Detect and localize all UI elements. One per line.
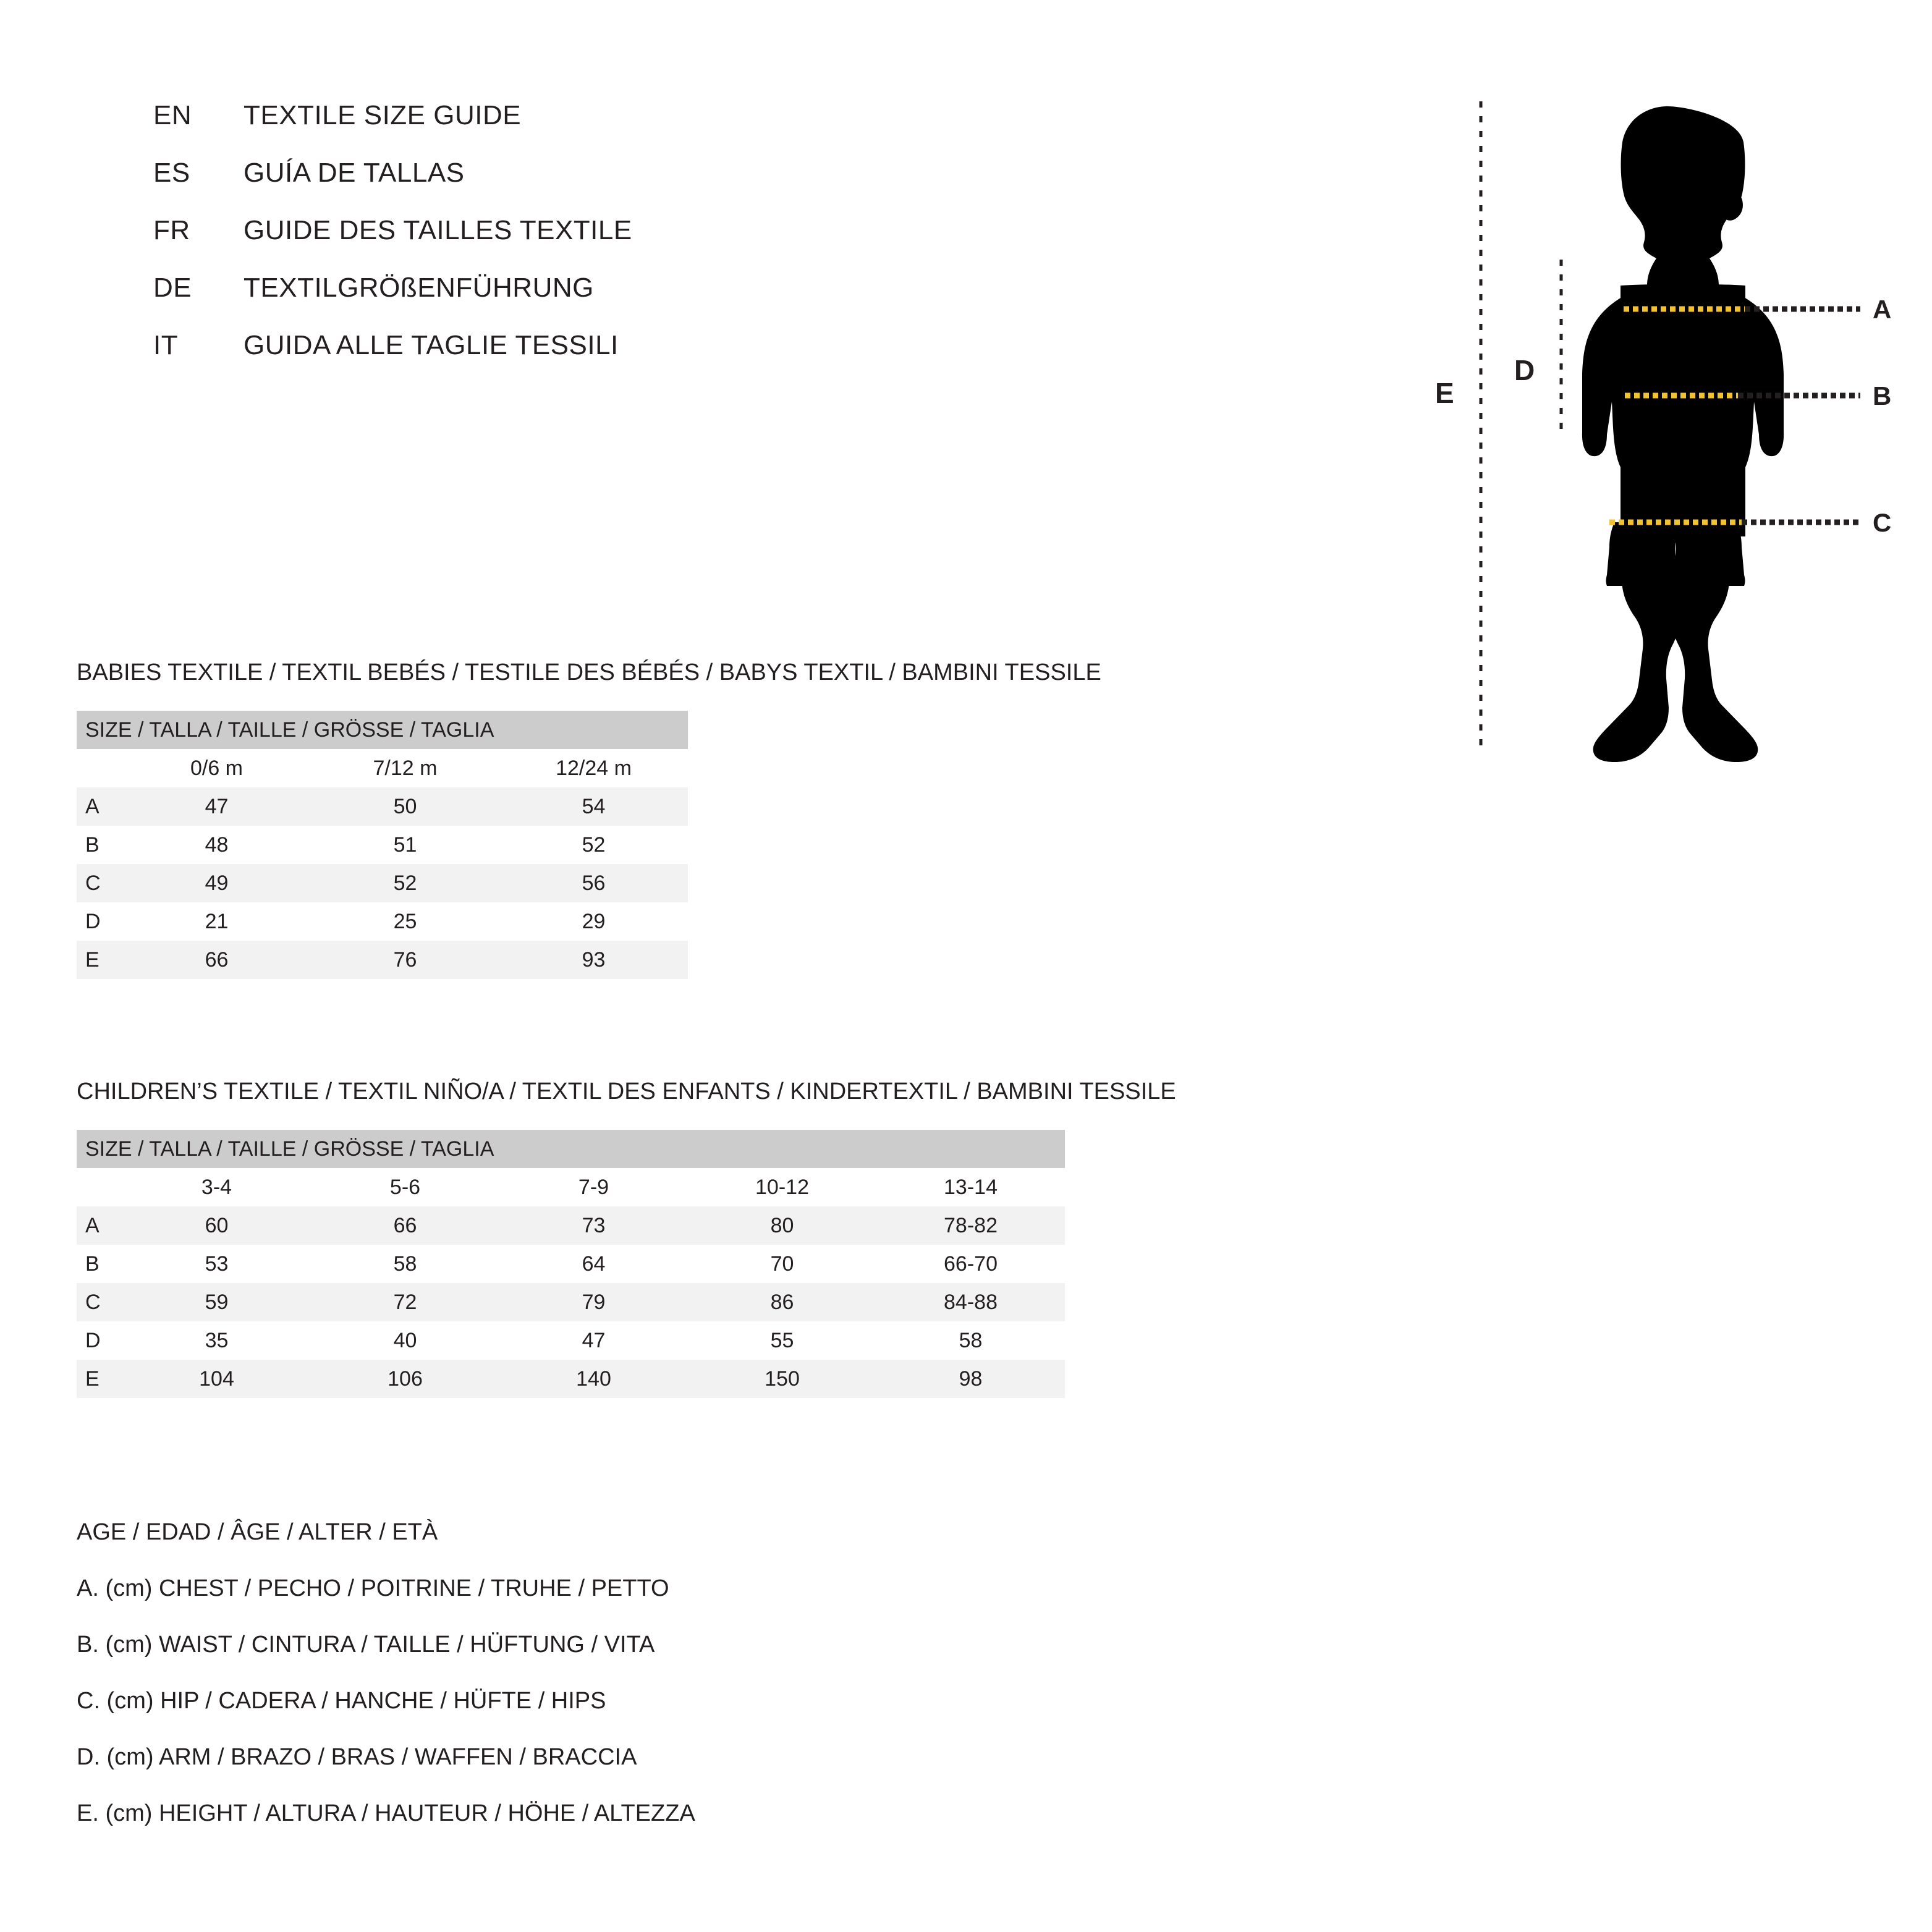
svg-text:D: D — [1514, 354, 1535, 386]
svg-text:E: E — [1435, 377, 1454, 409]
svg-text:C: C — [1873, 508, 1891, 537]
svg-text:A: A — [1873, 295, 1891, 324]
svg-text:B: B — [1873, 381, 1891, 410]
